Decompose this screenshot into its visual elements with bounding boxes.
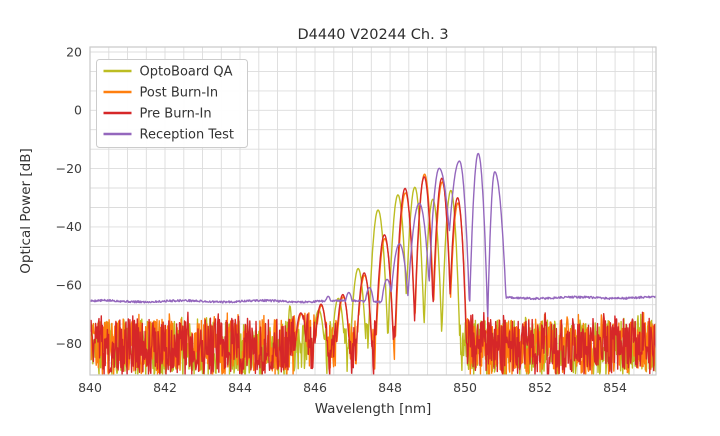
legend-frame [96,59,248,148]
legend-label-post-burn-in: Post Burn-In [140,86,219,101]
legend-label-pre-burn-in: Pre Burn-In [140,107,212,122]
legend: OptoBoard QA Post Burn-In Pre Burn-In Re… [96,59,248,148]
legend-item: Post Burn-In [103,86,219,101]
x-axis-tick-labels: 840 842 844 846 848 850 852 854 [78,380,627,395]
x-tick-label: 854 [603,380,627,395]
y-tick-label: −40 [56,219,82,234]
legend-item: OptoBoard QA [103,65,233,80]
y-tick-label: −80 [56,336,82,351]
x-tick-label: 848 [378,380,402,395]
x-tick-label: 852 [528,380,552,395]
y-tick-label: 0 [74,103,82,118]
legend-label-reception-test: Reception Test [140,128,234,143]
plot-area-border [89,46,657,376]
x-axis-label: Wavelength [nm] [315,401,432,417]
series-line-reception-test [90,152,656,318]
y-tick-label: 20 [66,44,82,59]
x-tick-label: 844 [228,380,252,395]
x-tick-label: 840 [78,380,102,395]
y-tick-label: −60 [56,278,82,293]
legend-item: Pre Burn-In [103,107,212,122]
x-tick-label: 850 [453,380,477,395]
chart-title: D4440 V20244 Ch. 3 [297,27,448,43]
y-axis-tick-labels: 20 0 −20 −40 −60 −80 [56,44,82,351]
y-axis-label: Optical Power [dB] [18,148,34,273]
y-tick-label: −20 [56,161,82,176]
legend-label-optoboard-qa: OptoBoard QA [140,65,233,80]
series-line-pre-burn-in [90,176,656,375]
legend-item: Reception Test [103,128,234,143]
x-tick-label: 842 [153,380,177,395]
series-lines [90,152,656,375]
x-tick-label: 846 [303,380,327,395]
